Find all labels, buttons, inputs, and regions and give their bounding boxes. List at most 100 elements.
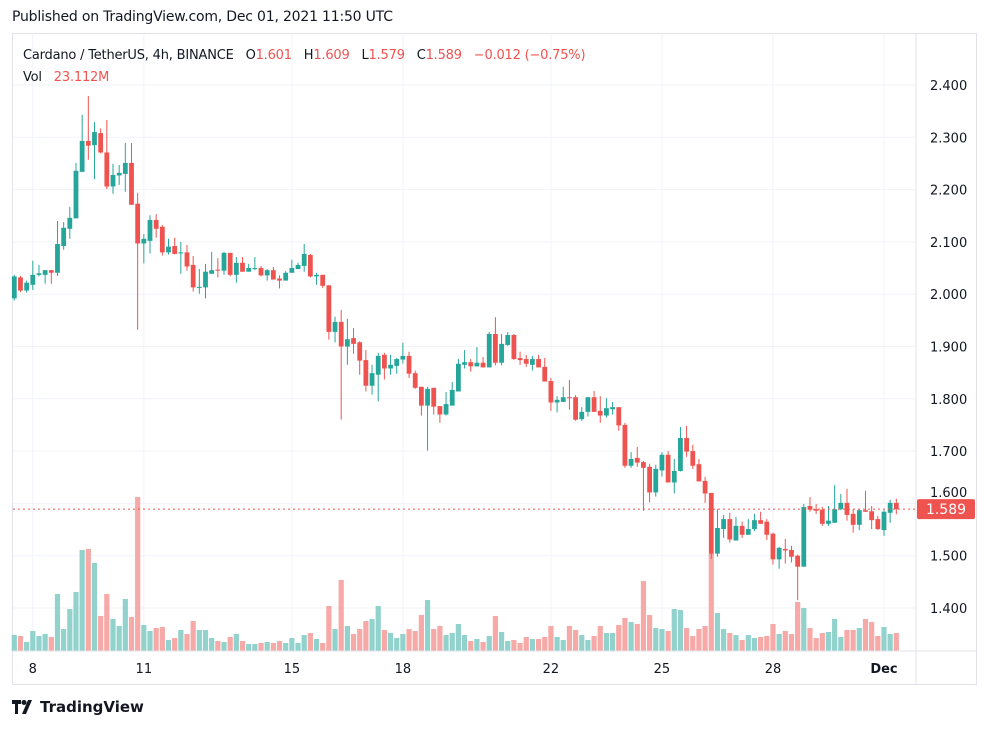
volume-bar <box>239 641 246 651</box>
volume-bar <box>795 602 801 651</box>
volume-bar <box>98 616 104 651</box>
volume-bar <box>684 628 690 651</box>
volume-bar <box>153 628 159 651</box>
candle-body <box>61 227 67 247</box>
candle-body <box>215 269 221 271</box>
candle <box>727 512 733 543</box>
candle <box>838 493 844 511</box>
volume-bar <box>381 629 387 651</box>
candle-body <box>381 354 387 369</box>
candle-body <box>449 389 455 406</box>
candle <box>542 358 548 382</box>
candle <box>326 285 332 340</box>
candle <box>307 253 313 278</box>
candle-body <box>258 268 264 276</box>
candle <box>739 521 745 538</box>
volume-bar <box>782 630 788 651</box>
volume-bar <box>104 593 110 651</box>
volume-bar <box>597 625 603 651</box>
candle <box>869 506 875 530</box>
volume-bar <box>702 625 708 651</box>
footer-brand[interactable]: TradingView <box>12 698 144 716</box>
volume-bar <box>468 641 474 651</box>
candle <box>443 392 449 416</box>
candle-body <box>30 274 36 285</box>
price-tick-label: 2.100 <box>930 236 967 251</box>
candle-body <box>159 226 165 253</box>
candle-body <box>591 397 597 412</box>
candle-body <box>758 520 764 524</box>
candle-body <box>172 246 178 254</box>
candle <box>48 270 54 284</box>
legend: Cardano / TetherUS, 4h, BINANCE O1.601 H… <box>23 45 586 89</box>
candle <box>73 162 79 219</box>
candle <box>819 507 825 526</box>
volume-bar <box>246 643 252 651</box>
candle-body <box>92 132 97 146</box>
volume-bar <box>344 625 350 651</box>
candle <box>530 355 535 371</box>
candle <box>375 352 381 402</box>
candle <box>665 451 671 483</box>
volume-bar <box>264 641 270 651</box>
volume-bar <box>418 615 424 651</box>
volume-bar <box>844 629 850 651</box>
volume-bar <box>591 635 597 651</box>
volume-bar <box>270 642 276 651</box>
volume-bar <box>338 579 344 651</box>
candle-body <box>431 387 437 407</box>
volume-bar <box>585 640 591 651</box>
candle <box>92 122 97 180</box>
volume-bar <box>443 635 449 651</box>
candle-body <box>425 388 430 406</box>
candle <box>270 267 276 280</box>
candle-body <box>493 333 498 363</box>
candle-body <box>332 321 338 332</box>
candle <box>887 499 893 523</box>
candle <box>850 509 856 533</box>
volume-bar <box>375 605 381 651</box>
candle <box>813 503 819 514</box>
grid-lines <box>13 34 916 651</box>
candle-body <box>400 355 406 360</box>
candle-body <box>869 511 875 521</box>
candle-body <box>418 386 424 406</box>
volume-label[interactable]: Vol <box>23 70 42 85</box>
candle-body <box>462 362 467 365</box>
candle <box>875 515 881 531</box>
candle-body <box>708 492 714 554</box>
volume-bar <box>659 629 665 651</box>
volume-bar <box>424 599 431 651</box>
candle <box>344 318 350 365</box>
volume-value: 23.112M <box>53 70 110 85</box>
candle-body <box>412 373 418 388</box>
symbol-title[interactable]: Cardano / TetherUS, 4h, BINANCE <box>23 48 234 63</box>
candle <box>893 498 899 515</box>
candle-body <box>604 408 609 416</box>
volume-bar <box>603 633 610 651</box>
volume-bar <box>332 629 338 651</box>
candle-body <box>585 397 591 412</box>
candle <box>678 427 683 472</box>
candle-body <box>647 466 653 493</box>
date-tick-label: 11 <box>136 662 153 677</box>
candle <box>517 351 523 365</box>
candle-body <box>610 407 615 410</box>
candle <box>425 386 430 451</box>
candle <box>616 407 622 431</box>
volume-bar <box>856 628 862 651</box>
volume-bar <box>788 634 795 651</box>
volume-bar <box>634 623 640 651</box>
volume-bar <box>696 629 702 651</box>
candle <box>18 275 23 293</box>
candle <box>178 241 184 274</box>
candle-body <box>530 359 535 365</box>
volume-bar <box>751 637 758 651</box>
volume-bar <box>449 633 455 651</box>
candle-body <box>690 451 696 466</box>
candle-body <box>122 162 128 174</box>
candle-body <box>807 506 813 510</box>
volume-bar <box>301 635 307 651</box>
volume-bar <box>480 641 486 651</box>
